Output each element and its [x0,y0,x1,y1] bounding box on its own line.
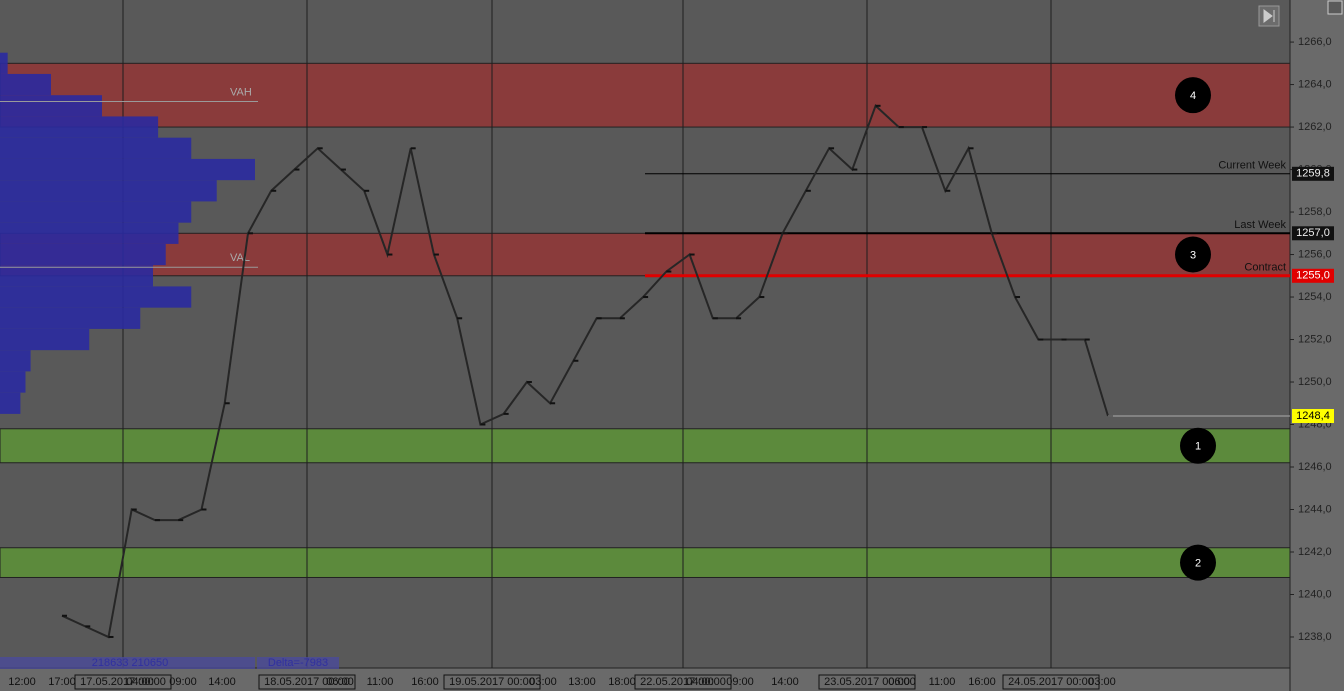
zone [0,62,1291,128]
x-tick-label: 16:00 [968,676,996,688]
x-tick-label: 09:00 [726,676,754,688]
x-tick-label: 14:00 [771,676,799,688]
date-label: 19.05.2017 00:00 [449,676,535,688]
y-tick-label: 1250,0 [1298,376,1332,388]
price-tag [1292,409,1334,424]
level-label: Contract [1244,262,1286,274]
zone-badge [1180,544,1216,581]
profile-bar [0,116,159,138]
profile-bar [0,73,51,96]
profile-bar [0,328,90,351]
footer-label: 218633 210650 [92,657,168,669]
price-tag-label: 1248,4 [1296,410,1330,422]
zone [0,547,1291,578]
date-label: 22.05.2017 00:00 [640,676,726,688]
y-tick-label: 1254,0 [1298,291,1332,303]
profile-bar [0,307,141,329]
y-tick-label: 1256,0 [1298,248,1332,260]
date-box [443,674,541,690]
profile-bar [0,201,192,223]
x-tick-label: 17:00 [48,676,76,688]
profile-bar [0,286,192,308]
y-tick-label: 1242,0 [1298,546,1332,558]
profile-bar [0,243,166,266]
profile-bar [0,392,21,414]
level-label: Last Week [1234,219,1286,231]
zone [0,232,1291,277]
x-tick-label: 04:00 [686,676,714,688]
profile-bar [0,52,8,74]
profile-bar [0,137,192,159]
zone [0,428,1291,464]
x-tick-label: 03:00 [529,676,557,688]
y-tick-label: 1258,0 [1298,206,1332,218]
profile-bar [0,350,31,372]
x-tick-label: 09:00 [169,676,197,688]
date-box [818,674,916,690]
x-tick-label: 11:00 [929,676,956,688]
y-tick-label: 1244,0 [1298,503,1332,515]
footer-box [257,657,339,669]
x-tick-label: 03:00 [1088,676,1116,688]
zone-label: 2 [1195,558,1201,570]
profile-bar [0,222,179,244]
price-tag-label: 1259,8 [1296,168,1330,180]
y-axis-panel [1290,0,1344,691]
y-tick-label: 1262,0 [1298,121,1332,133]
price-tag [1292,268,1334,283]
y-tick-label: 1246,0 [1298,461,1332,473]
date-label: 24.05.2017 00:00 [1008,676,1094,688]
y-tick-label: 1238,0 [1298,631,1332,643]
zone-label: 3 [1190,249,1196,261]
date-box [258,674,356,690]
y-tick-label: 1266,0 [1298,36,1332,48]
x-tick-label: 11:00 [367,676,394,688]
x-tick-label: 13:00 [568,676,596,688]
y-tick-label: 1252,0 [1298,333,1332,345]
profile-bar [0,180,217,202]
x-tick-label: 16:00 [411,676,439,688]
date-box [74,674,172,690]
date-label: 18.05.2017 00:00 [264,676,350,688]
value-area-label: VAH [230,86,252,98]
date-box [634,674,732,690]
zone-badge [1180,427,1216,464]
toolbar-button[interactable] [1258,5,1280,27]
price-tag [1292,166,1334,181]
y-tick-label: 1240,0 [1298,588,1332,600]
button-icon [1263,9,1275,23]
x-tick-label: 04:00 [126,676,154,688]
x-tick-label: 12:00 [8,676,36,688]
x-tick-label: 06:00 [326,676,354,688]
date-label: 17.05.2017 00:00 [80,676,166,688]
date-label: 23.05.2017 00:00 [824,676,910,688]
profile-bar [0,95,102,117]
price-tag [1292,226,1334,241]
date-box [1002,674,1100,690]
zone-badge [1175,77,1211,114]
x-tick-label: 14:00 [208,676,236,688]
zone-label: 4 [1190,90,1196,102]
zone-label: 1 [1195,441,1201,453]
x-axis-panel [0,668,1290,691]
price-line [61,104,1109,639]
profile-bar [0,265,153,287]
footer-label: Delta=-7983 [268,657,328,669]
footer-box [0,657,255,669]
profile-bar [0,371,26,393]
profile-bar [0,158,255,181]
x-tick-label: 18:00 [608,676,636,688]
price-tag-label: 1257,0 [1296,227,1330,239]
y-tick-label: 1264,0 [1298,78,1332,90]
level-label: Current Week [1218,160,1286,172]
price-tag-label: 1255,0 [1296,270,1330,282]
value-area-label: VAL [230,252,250,264]
x-tick-label: 06:00 [888,676,916,688]
corner-button[interactable] [1327,0,1343,15]
zone-badge [1175,236,1211,273]
